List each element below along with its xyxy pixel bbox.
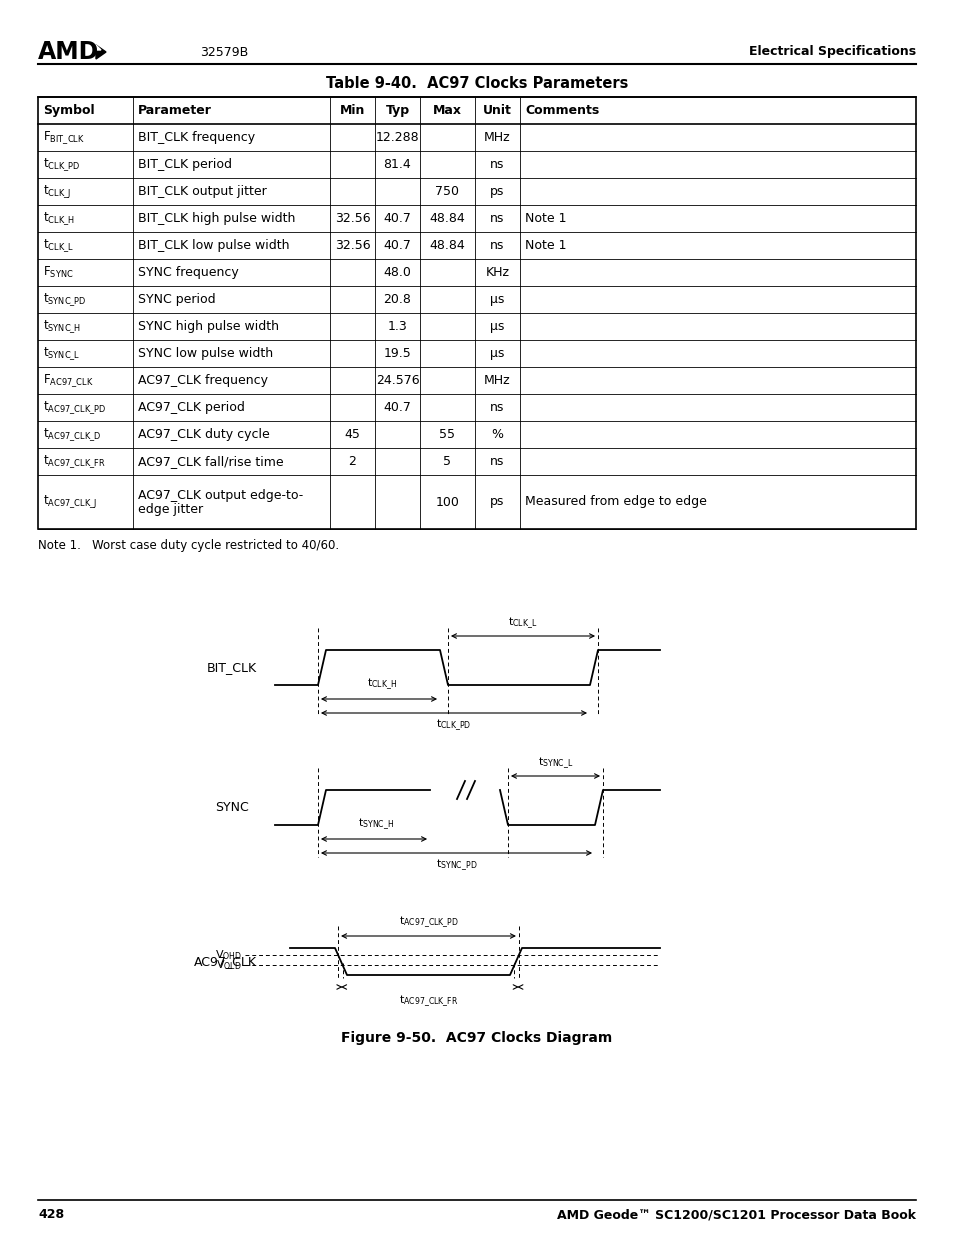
Text: Unit: Unit <box>482 104 512 117</box>
Text: BIT_CLK: BIT_CLK <box>207 661 256 674</box>
Text: 32.56: 32.56 <box>335 240 370 252</box>
Text: MHz: MHz <box>484 374 510 387</box>
Text: 40.7: 40.7 <box>383 212 411 225</box>
Text: 48.0: 48.0 <box>383 266 411 279</box>
Text: 55: 55 <box>439 429 455 441</box>
Text: edge jitter: edge jitter <box>138 503 203 515</box>
Text: Typ: Typ <box>385 104 409 117</box>
Bar <box>455 781 478 800</box>
Text: Max: Max <box>433 104 461 117</box>
Text: 40.7: 40.7 <box>383 240 411 252</box>
Text: Note 1: Note 1 <box>524 240 566 252</box>
Text: t$_{{\rm CLK\_J}}$: t$_{{\rm CLK\_J}}$ <box>43 183 71 200</box>
Text: ns: ns <box>490 401 504 414</box>
Text: 1.3: 1.3 <box>387 320 407 333</box>
Text: KHz: KHz <box>485 266 509 279</box>
Text: V$_{\rm OLD}$: V$_{\rm OLD}$ <box>216 958 242 972</box>
Polygon shape <box>96 44 106 59</box>
Text: t$_{{\rm SYNC\_H}}$: t$_{{\rm SYNC\_H}}$ <box>43 319 81 335</box>
Text: MHz: MHz <box>484 131 510 144</box>
Text: 2: 2 <box>348 454 356 468</box>
Text: t$_{\rm SYNC\_L}$: t$_{\rm SYNC\_L}$ <box>537 756 573 771</box>
Text: t$_{\rm SYNC\_PD}$: t$_{\rm SYNC\_PD}$ <box>436 858 476 873</box>
Text: 750: 750 <box>435 185 459 198</box>
Text: ns: ns <box>490 454 504 468</box>
Text: t$_{{\rm SYNC\_L}}$: t$_{{\rm SYNC\_L}}$ <box>43 345 80 362</box>
Text: BIT_CLK period: BIT_CLK period <box>138 158 232 170</box>
Text: SYNC frequency: SYNC frequency <box>138 266 238 279</box>
Text: AMD: AMD <box>38 40 99 64</box>
Text: ps: ps <box>490 495 504 509</box>
Polygon shape <box>96 44 101 49</box>
Text: t$_{{\rm CLK\_L}}$: t$_{{\rm CLK\_L}}$ <box>43 237 74 254</box>
Text: 45: 45 <box>344 429 360 441</box>
Text: ps: ps <box>490 185 504 198</box>
Text: 428: 428 <box>38 1209 64 1221</box>
Text: 12.288: 12.288 <box>375 131 419 144</box>
Text: Parameter: Parameter <box>138 104 212 117</box>
Text: ns: ns <box>490 240 504 252</box>
Text: 19.5: 19.5 <box>383 347 411 359</box>
Text: BIT_CLK low pulse width: BIT_CLK low pulse width <box>138 240 289 252</box>
Text: t$_{\rm CLK\_H}$: t$_{\rm CLK\_H}$ <box>367 677 396 692</box>
Text: t$_{\rm CLK\_PD}$: t$_{\rm CLK\_PD}$ <box>436 718 471 734</box>
Text: t$_{\rm SYNC\_H}$: t$_{\rm SYNC\_H}$ <box>357 816 394 832</box>
Text: t$_{{\rm AC97\_CLK\_J}}$: t$_{{\rm AC97\_CLK\_J}}$ <box>43 494 97 510</box>
Text: t$_{{\rm AC97\_CLK\_PD}}$: t$_{{\rm AC97\_CLK\_PD}}$ <box>43 399 106 416</box>
Text: t$_{\rm CLK\_L}$: t$_{\rm CLK\_L}$ <box>508 615 537 631</box>
Text: t$_{\rm AC97\_CLK\_FR}$: t$_{\rm AC97\_CLK\_FR}$ <box>398 994 457 1009</box>
Text: F$_{{\rm AC97\_CLK}}$: F$_{{\rm AC97\_CLK}}$ <box>43 372 93 389</box>
Text: t$_{{\rm AC97\_CLK\_D}}$: t$_{{\rm AC97\_CLK\_D}}$ <box>43 426 101 443</box>
Text: Min: Min <box>339 104 365 117</box>
Text: %: % <box>491 429 503 441</box>
Text: t$_{{\rm CLK\_PD}}$: t$_{{\rm CLK\_PD}}$ <box>43 156 80 173</box>
Text: SYNC: SYNC <box>214 802 249 814</box>
Text: BIT_CLK output jitter: BIT_CLK output jitter <box>138 185 267 198</box>
Text: Note 1: Note 1 <box>524 212 566 225</box>
Text: 20.8: 20.8 <box>383 293 411 306</box>
Text: μs: μs <box>490 320 504 333</box>
Text: Electrical Specifications: Electrical Specifications <box>748 46 915 58</box>
Text: t$_{{\rm CLK\_H}}$: t$_{{\rm CLK\_H}}$ <box>43 210 74 227</box>
Text: AC97_CLK: AC97_CLK <box>193 955 256 968</box>
Text: 5: 5 <box>443 454 451 468</box>
Text: 24.576: 24.576 <box>375 374 419 387</box>
Text: 32579B: 32579B <box>200 46 248 58</box>
Text: 40.7: 40.7 <box>383 401 411 414</box>
Text: AC97_CLK period: AC97_CLK period <box>138 401 245 414</box>
Text: Symbol: Symbol <box>43 104 94 117</box>
Text: AC97_CLK frequency: AC97_CLK frequency <box>138 374 268 387</box>
Text: ns: ns <box>490 158 504 170</box>
Text: BIT_CLK frequency: BIT_CLK frequency <box>138 131 254 144</box>
Text: AC97_CLK output edge-to-: AC97_CLK output edge-to- <box>138 489 303 501</box>
Text: BIT_CLK high pulse width: BIT_CLK high pulse width <box>138 212 295 225</box>
Text: Figure 9-50.  AC97 Clocks Diagram: Figure 9-50. AC97 Clocks Diagram <box>341 1031 612 1045</box>
Text: μs: μs <box>490 293 504 306</box>
Text: t$_{{\rm SYNC\_PD}}$: t$_{{\rm SYNC\_PD}}$ <box>43 291 87 308</box>
Text: Measured from edge to edge: Measured from edge to edge <box>524 495 706 509</box>
Text: 48.84: 48.84 <box>429 240 465 252</box>
Bar <box>38 98 915 529</box>
Text: μs: μs <box>490 347 504 359</box>
Text: SYNC high pulse width: SYNC high pulse width <box>138 320 278 333</box>
Text: 100: 100 <box>436 495 459 509</box>
Text: 32.56: 32.56 <box>335 212 370 225</box>
Text: ns: ns <box>490 212 504 225</box>
Text: Comments: Comments <box>524 104 598 117</box>
Text: 81.4: 81.4 <box>383 158 411 170</box>
Text: Table 9-40.  AC97 Clocks Parameters: Table 9-40. AC97 Clocks Parameters <box>326 77 627 91</box>
Text: AMD Geode™ SC1200/SC1201 Processor Data Book: AMD Geode™ SC1200/SC1201 Processor Data … <box>557 1209 915 1221</box>
Text: F$_{{\rm BIT\_CLK}}$: F$_{{\rm BIT\_CLK}}$ <box>43 130 85 146</box>
Text: SYNC period: SYNC period <box>138 293 215 306</box>
Text: AC97_CLK duty cycle: AC97_CLK duty cycle <box>138 429 270 441</box>
Text: V$_{\rm OHD}$: V$_{\rm OHD}$ <box>214 948 242 962</box>
Text: 48.84: 48.84 <box>429 212 465 225</box>
Text: Note 1.   Worst case duty cycle restricted to 40/60.: Note 1. Worst case duty cycle restricted… <box>38 538 338 552</box>
Text: t$_{{\rm AC97\_CLK\_FR}}$: t$_{{\rm AC97\_CLK\_FR}}$ <box>43 453 106 469</box>
Text: AC97_CLK fall/rise time: AC97_CLK fall/rise time <box>138 454 283 468</box>
Text: t$_{\rm AC97\_CLK\_PD}$: t$_{\rm AC97\_CLK\_PD}$ <box>398 915 458 930</box>
Text: SYNC low pulse width: SYNC low pulse width <box>138 347 273 359</box>
Text: F$_{{\rm SYNC}}$: F$_{{\rm SYNC}}$ <box>43 266 73 280</box>
